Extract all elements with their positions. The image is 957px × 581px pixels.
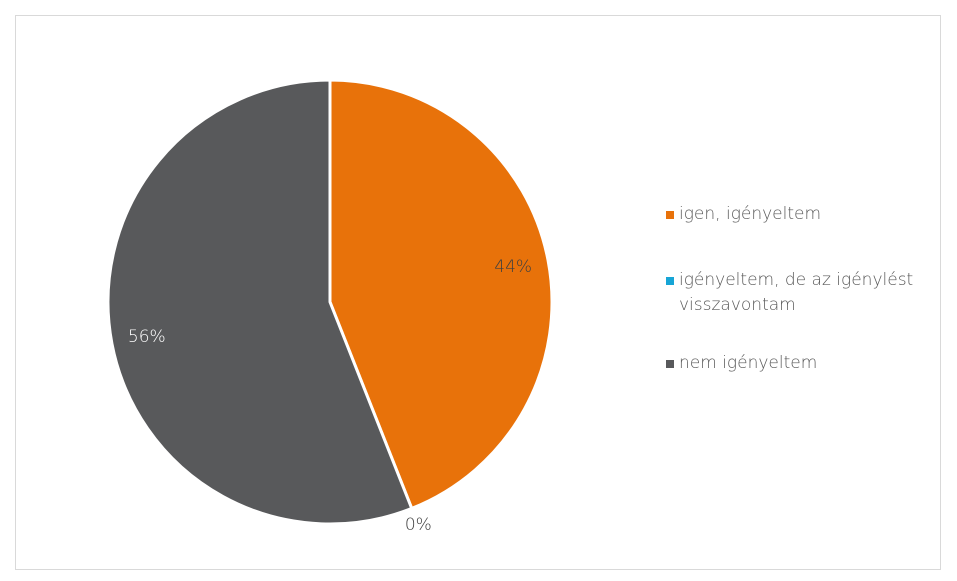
- pie-data-labels: 44% 0% 56%: [128, 257, 532, 535]
- legend-item-nem-igenyeltem: nem igényeltem: [666, 351, 949, 376]
- legend-label-igen: igen, igényeltem: [679, 204, 822, 224]
- slice-nem-igenyeltem: [106, 78, 414, 526]
- slice-igen: [328, 78, 554, 510]
- label-44-percent: 44%: [494, 257, 532, 277]
- pie-slices: [106, 78, 554, 526]
- legend-label-visszavontam: igényeltem, de az igénylést visszavontam: [679, 270, 914, 315]
- label-0-percent: 0%: [405, 515, 432, 535]
- legend-label-nem-igenyeltem: nem igényeltem: [679, 353, 818, 373]
- legend-swatch-visszavontam: [666, 277, 674, 285]
- legend-swatch-igen: [666, 211, 674, 219]
- label-56-percent: 56%: [128, 327, 166, 347]
- legend-swatch-nem-igenyeltem: [666, 360, 674, 368]
- legend-item-visszavontam: igényeltem, de az igénylést visszavontam: [666, 268, 949, 318]
- legend-item-igen: igen, igényeltem: [666, 202, 949, 227]
